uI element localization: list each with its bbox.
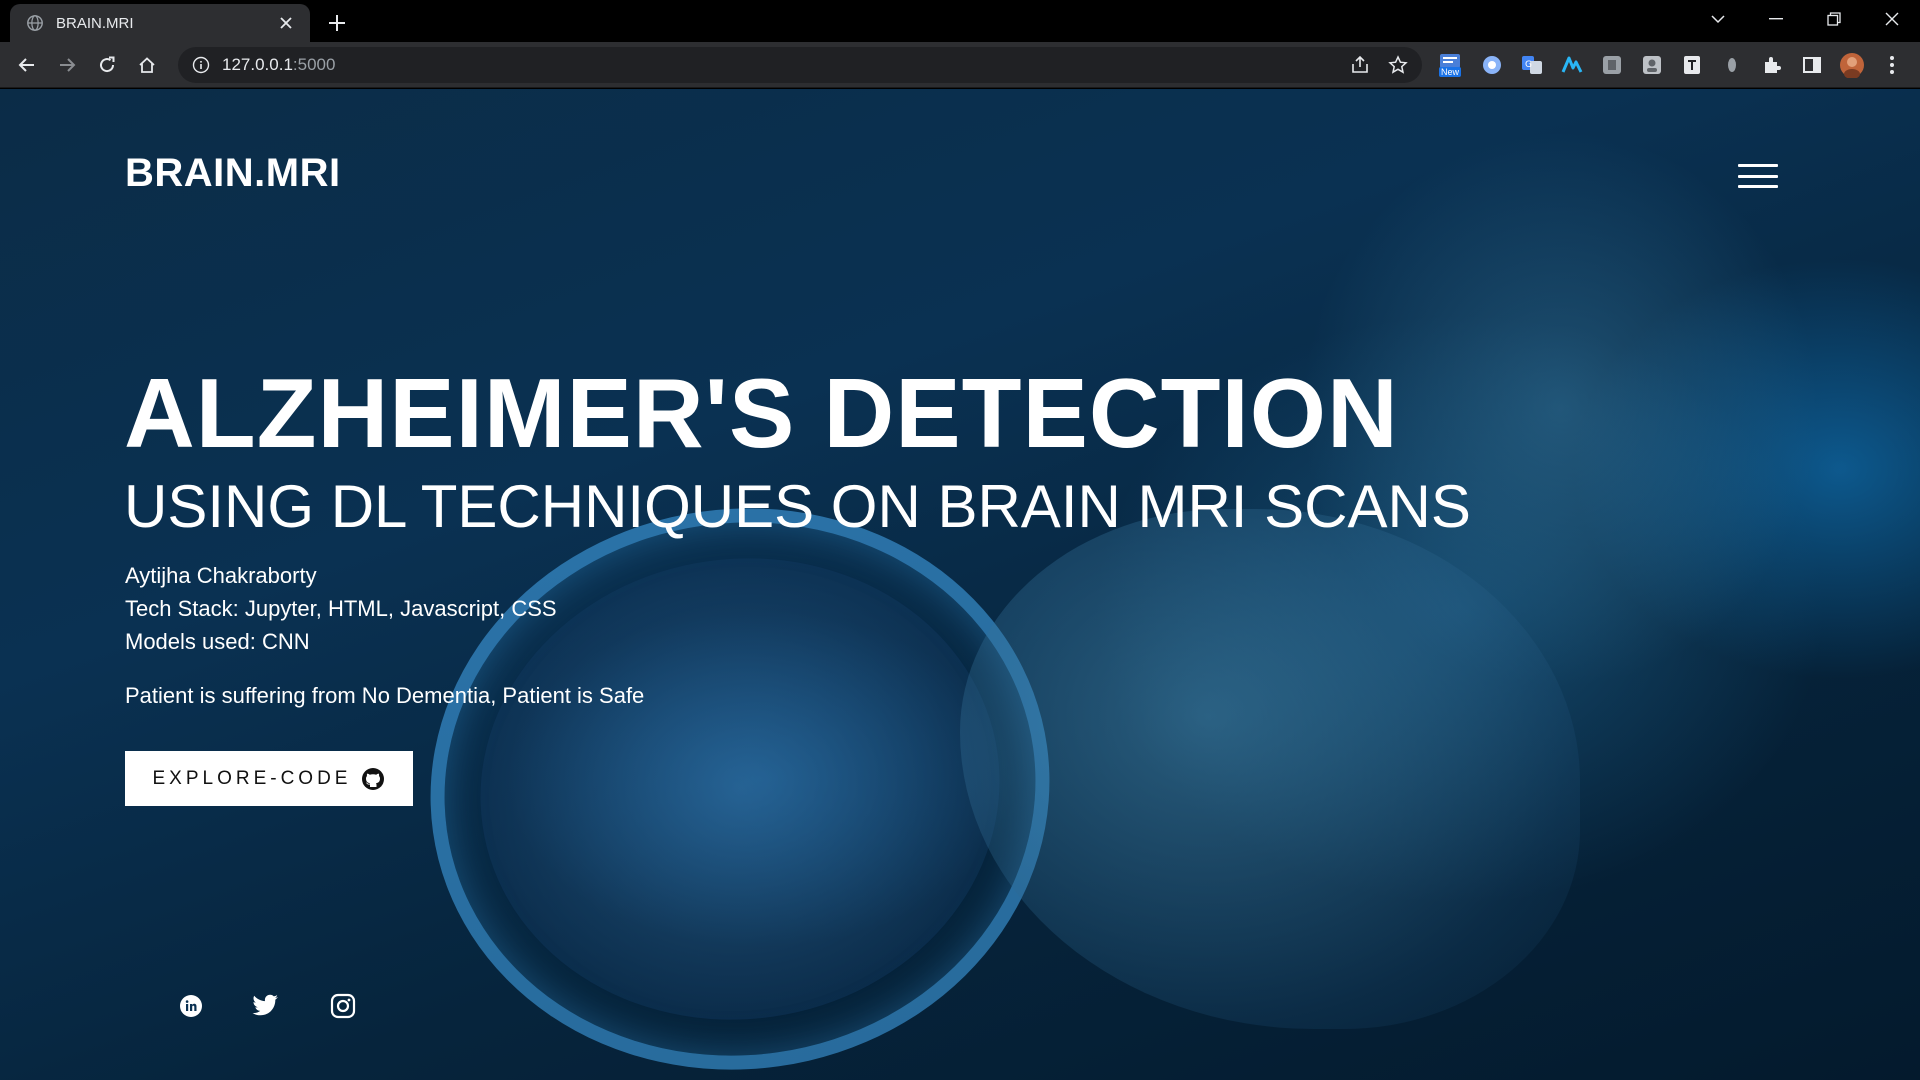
menu-bar <box>1738 174 1778 178</box>
tab-title: BRAIN.MRI <box>56 14 134 32</box>
home-button[interactable] <box>131 49 163 81</box>
site-logo[interactable]: BRAIN.MRI <box>125 151 341 195</box>
explore-code-label: EXPLORE-CODE <box>152 767 352 789</box>
instagram-icon[interactable] <box>328 991 358 1021</box>
project-meta: Aytijha Chakraborty Tech Stack: Jupyter,… <box>125 559 557 658</box>
extension-text-icon[interactable] <box>1679 52 1705 78</box>
menu-dots-icon[interactable] <box>1879 52 1905 78</box>
menu-bar <box>1738 185 1778 188</box>
extension-person-icon[interactable] <box>1639 52 1665 78</box>
prediction-result: Patient is suffering from No Dementia, P… <box>125 683 645 708</box>
background-hand <box>960 509 1580 1029</box>
globe-icon <box>27 15 43 31</box>
menu-bar <box>1738 164 1778 167</box>
url-text: 127.0.0.1:5000 <box>222 55 335 75</box>
extension-bulb-icon[interactable] <box>1719 52 1745 78</box>
url-port: :5000 <box>292 55 336 74</box>
side-panel-icon[interactable] <box>1799 52 1825 78</box>
twitter-icon[interactable] <box>251 991 281 1021</box>
tab-search-icon[interactable] <box>1690 0 1746 38</box>
tech-stack: Tech Stack: Jupyter, HTML, Javascript, C… <box>125 596 557 621</box>
site-info-icon[interactable] <box>192 56 210 74</box>
extensions-puzzle-icon[interactable] <box>1759 52 1785 78</box>
bookmark-star-icon[interactable] <box>1384 51 1412 79</box>
explore-code-button[interactable]: EXPLORE-CODE <box>125 751 413 806</box>
extension-badge: New <box>1439 67 1462 77</box>
address-bar[interactable]: 127.0.0.1:5000 <box>178 47 1422 83</box>
profile-avatar[interactable] <box>1839 52 1865 78</box>
close-tab-icon[interactable] <box>274 11 298 35</box>
extension-gray-icon[interactable] <box>1599 52 1625 78</box>
back-button[interactable] <box>11 49 43 81</box>
close-window-button[interactable] <box>1864 0 1920 38</box>
extension-translate-icon[interactable]: G <box>1519 52 1545 78</box>
hero-subtitle: USING DL TECHNIQUES ON BRAIN MRI SCANS <box>124 473 1471 540</box>
extension-new-icon[interactable]: New <box>1438 52 1464 78</box>
svg-text:G: G <box>1525 60 1532 70</box>
hamburger-menu-icon[interactable] <box>1738 161 1778 191</box>
hero-section: BRAIN.MRI ALZHEIMER'S DETECTION USING DL… <box>0 89 1920 1080</box>
minimize-button[interactable] <box>1748 0 1804 38</box>
url-host: 127.0.0.1 <box>222 55 293 74</box>
share-icon[interactable] <box>1346 51 1374 79</box>
extension-lens-icon[interactable] <box>1479 52 1505 78</box>
browser-tab[interactable]: BRAIN.MRI <box>10 4 310 42</box>
restore-button[interactable] <box>1806 0 1862 38</box>
linkedin-icon[interactable] <box>176 991 206 1021</box>
github-icon <box>362 767 385 790</box>
author-name: Aytijha Chakraborty <box>125 563 317 588</box>
reload-button[interactable] <box>91 49 123 81</box>
extension-wave-icon[interactable] <box>1559 52 1585 78</box>
browser-tabstrip: BRAIN.MRI <box>0 0 1920 42</box>
hero-title: ALZHEIMER'S DETECTION <box>124 358 1399 468</box>
forward-button[interactable] <box>51 49 83 81</box>
browser-toolbar: 127.0.0.1:5000 New G <box>0 42 1920 88</box>
new-tab-button[interactable] <box>322 8 352 38</box>
models-used: Models used: CNN <box>125 629 310 654</box>
